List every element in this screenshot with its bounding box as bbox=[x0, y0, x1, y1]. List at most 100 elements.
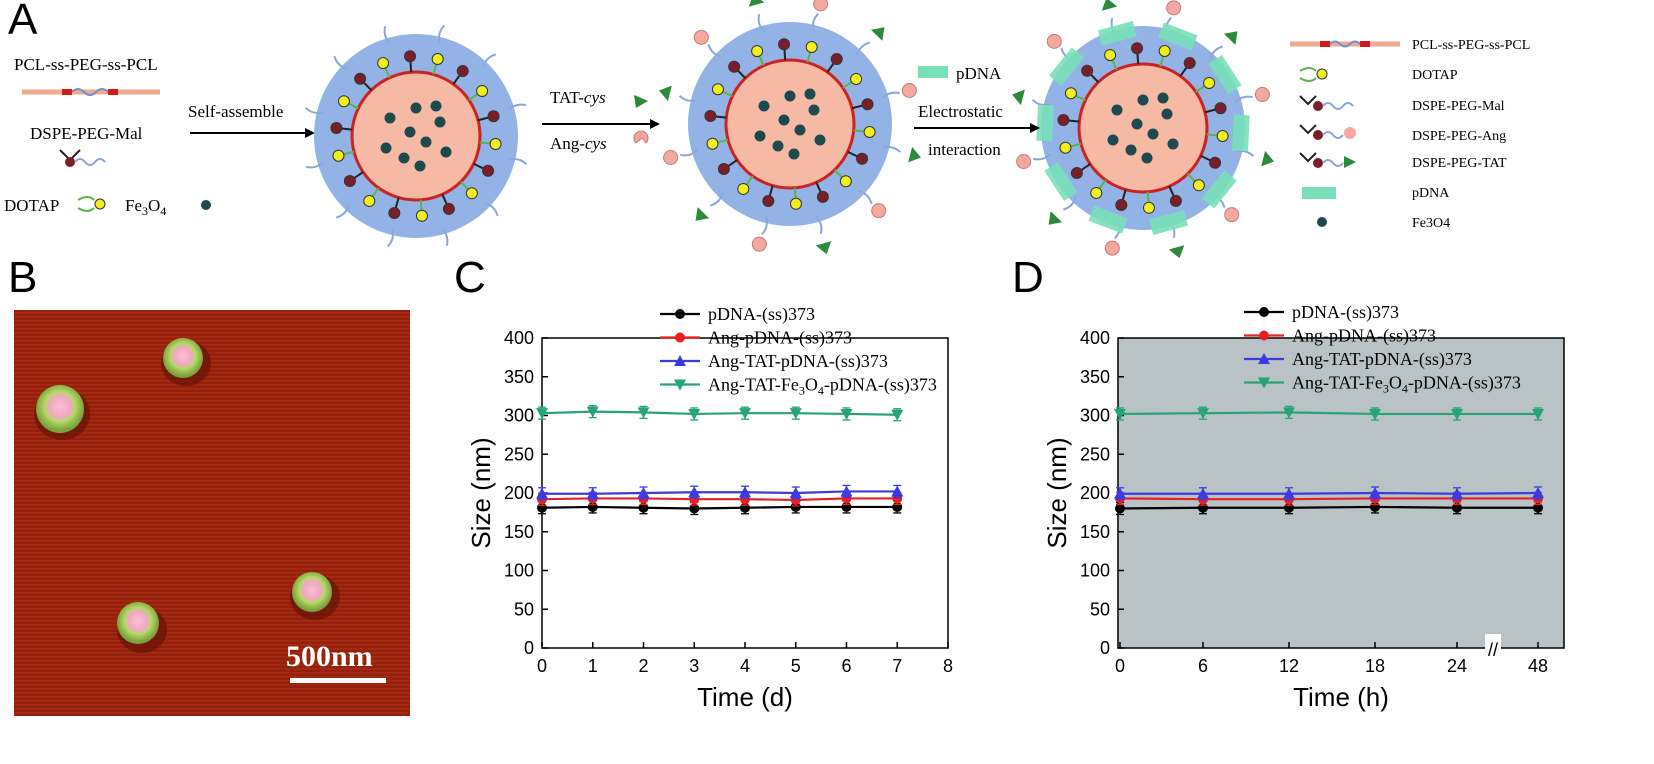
y-tick-label: 300 bbox=[504, 406, 534, 426]
pdna-strand bbox=[1044, 162, 1078, 202]
lipid-head bbox=[330, 122, 343, 135]
legend-marker bbox=[675, 332, 685, 343]
fe3o4-dot bbox=[1167, 138, 1179, 150]
axis-break-gap bbox=[1485, 634, 1501, 662]
lipid-head bbox=[1183, 57, 1196, 70]
data-point bbox=[1451, 408, 1463, 420]
data-point bbox=[1115, 503, 1125, 514]
data-point bbox=[637, 407, 650, 419]
peg-chain bbox=[508, 158, 528, 165]
fe3o4-dot bbox=[1125, 144, 1137, 156]
peg-chain bbox=[858, 190, 873, 204]
fe3o4-dot bbox=[772, 140, 784, 152]
dotap-head bbox=[706, 137, 719, 150]
peg-chain bbox=[441, 227, 449, 246]
y-tick-label: 150 bbox=[1080, 522, 1110, 542]
step1-label: Self-assemble bbox=[188, 102, 283, 121]
fe3o4-dot-icon bbox=[201, 200, 211, 210]
legend-dspe-peg-ang-icon bbox=[1299, 124, 1356, 140]
ang-ligand bbox=[1104, 240, 1120, 256]
data-point bbox=[789, 487, 802, 498]
peg-chain bbox=[1031, 99, 1051, 106]
lipid-head bbox=[487, 110, 500, 123]
lipid-head bbox=[354, 72, 367, 85]
y-tick-label: 0 bbox=[1100, 638, 1110, 658]
x-tick-label: 0 bbox=[1115, 656, 1125, 676]
y-tick-label: 0 bbox=[524, 638, 534, 658]
data-point bbox=[1114, 487, 1126, 499]
x-tick-label: 5 bbox=[791, 656, 801, 676]
data-point bbox=[689, 503, 700, 514]
dotap-head bbox=[489, 137, 502, 150]
pdna-strand bbox=[1149, 210, 1189, 236]
chart-c: 0 50 100 150 200 250 300 350 400 0 1 2 3 4 5 6 7 8 Time (d… bbox=[466, 304, 953, 712]
dotap-head bbox=[737, 182, 750, 195]
fe3o4-dot bbox=[794, 124, 806, 136]
polymer-core bbox=[724, 58, 856, 190]
data-point bbox=[1283, 407, 1295, 419]
polymer-core bbox=[1077, 62, 1209, 194]
lipid-head bbox=[1131, 42, 1144, 55]
lipid-head bbox=[778, 38, 791, 51]
dotap-head bbox=[1064, 87, 1077, 100]
lipid-head bbox=[442, 202, 455, 215]
fe3o4-dot bbox=[814, 134, 826, 146]
data-point bbox=[891, 409, 904, 421]
legend-marker bbox=[675, 309, 685, 319]
dotap-head bbox=[863, 125, 876, 138]
data-point bbox=[840, 485, 853, 497]
data-point bbox=[789, 408, 802, 420]
peg-chain bbox=[1209, 45, 1223, 60]
fe3o4-dot bbox=[404, 126, 416, 138]
peg-chain bbox=[1234, 95, 1253, 103]
ang-ligand bbox=[901, 82, 917, 98]
y-tick-label: 250 bbox=[1080, 444, 1110, 464]
fe3o4-dot bbox=[410, 102, 422, 114]
data-point bbox=[1532, 408, 1544, 420]
data-point bbox=[637, 487, 650, 498]
fe3o4-dot bbox=[1111, 104, 1123, 116]
x-tick-label: 8 bbox=[943, 656, 953, 676]
dotap-head bbox=[377, 57, 390, 70]
series-line bbox=[1119, 497, 1538, 501]
fe3o4-dot bbox=[808, 104, 820, 116]
scheme-legend: PCL-ss-PEG-ss-PCL DOTAP DSPE-PEG-Mal DSP… bbox=[1290, 38, 1530, 231]
dotap-icon bbox=[77, 196, 106, 212]
peg-chain bbox=[482, 53, 496, 68]
peg-chain bbox=[383, 26, 391, 45]
lipid-head bbox=[1081, 64, 1094, 77]
lipid-head bbox=[762, 195, 775, 208]
tat-ligand bbox=[1261, 150, 1274, 167]
x-axis-title: Time (h) bbox=[1293, 682, 1389, 712]
tat-ligand bbox=[659, 85, 672, 102]
peg-chain bbox=[1033, 153, 1052, 161]
legend-dspe-peg-tat-icon bbox=[1299, 152, 1356, 168]
dotap-head bbox=[1158, 44, 1171, 57]
data-point bbox=[688, 486, 701, 498]
legend-dspe-peg-ang-label: DSPE-PEG-Ang bbox=[1412, 129, 1506, 144]
tat-ligand bbox=[870, 27, 885, 41]
peg-chain bbox=[812, 12, 819, 32]
dspe-peg-mal-icon bbox=[59, 149, 106, 167]
axis-break-mark: // bbox=[1488, 640, 1498, 660]
legend-pdna-icon bbox=[1302, 187, 1336, 199]
fe3o4-dot bbox=[1161, 108, 1173, 120]
data-point bbox=[688, 408, 701, 420]
ang-ligand bbox=[871, 203, 887, 219]
peg-chain bbox=[484, 202, 499, 216]
polymer-icon bbox=[22, 88, 160, 96]
peg-chain bbox=[881, 91, 900, 99]
chart-d: 0 50 100 150 200 250 300 350 400 0 6 12 18 24 48 // Time… bbox=[1042, 302, 1565, 712]
nanoparticle-image bbox=[161, 338, 211, 386]
lipid-head bbox=[456, 65, 469, 78]
data-point bbox=[1533, 502, 1543, 513]
dotap-head bbox=[431, 52, 444, 65]
lipid-head bbox=[861, 98, 874, 111]
y-axis-title: Size (nm) bbox=[1042, 437, 1072, 548]
tat-ligand bbox=[908, 146, 921, 163]
nanoparticle-pdna bbox=[1012, 0, 1274, 259]
dotap-head bbox=[1059, 141, 1072, 154]
legend-entry: Ang-pDNA-(ss)373 bbox=[708, 328, 852, 349]
y-tick-label: 50 bbox=[1090, 599, 1110, 619]
peg-chain bbox=[815, 215, 823, 234]
